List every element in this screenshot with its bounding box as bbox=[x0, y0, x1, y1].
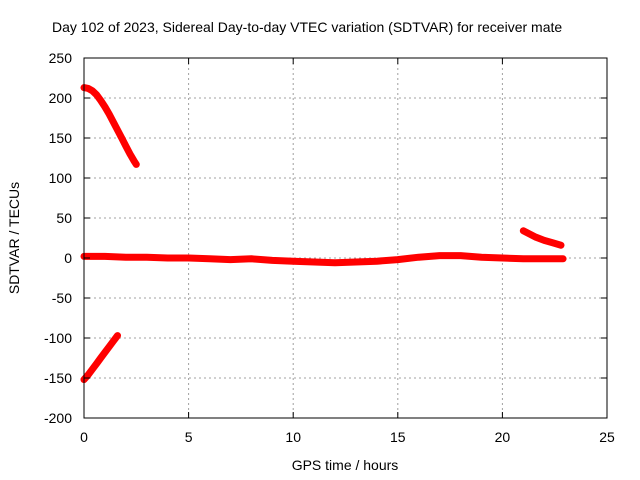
x-tick-label: 20 bbox=[495, 429, 511, 445]
y-tick-label: -150 bbox=[44, 370, 72, 386]
y-axis-title: SDTVAR / TECUs bbox=[6, 182, 22, 294]
y-tick-labels: -200 -150 -100 -50 0 50 100 150 200 250 bbox=[44, 50, 72, 426]
plot-frame bbox=[83, 57, 608, 419]
x-tick-label: 25 bbox=[599, 429, 615, 445]
grid-lines bbox=[84, 58, 607, 418]
series-late-arc bbox=[519, 227, 565, 249]
y-tick-label: -200 bbox=[44, 410, 72, 426]
y-tick-label: 200 bbox=[49, 90, 73, 106]
x-tick-label: 15 bbox=[390, 429, 406, 445]
y-tick-label: 50 bbox=[56, 210, 72, 226]
chart-title: Day 102 of 2023, Sidereal Day-to-day VTE… bbox=[52, 19, 562, 35]
y-tick-label: 0 bbox=[64, 250, 72, 266]
y-tick-label: -100 bbox=[44, 330, 72, 346]
y-tick-label: -50 bbox=[52, 290, 72, 306]
x-tick-label: 5 bbox=[185, 429, 193, 445]
y-tick-label: 100 bbox=[49, 170, 73, 186]
x-axis-title: GPS time / hours bbox=[292, 457, 399, 473]
y-tick-label: 250 bbox=[49, 50, 73, 66]
data-series bbox=[80, 84, 567, 384]
x-tick-labels: 0 5 10 15 20 25 bbox=[80, 429, 615, 445]
y-tick-label: 150 bbox=[49, 130, 73, 146]
axis-ticks bbox=[83, 57, 608, 419]
series-upper-left-arc bbox=[80, 84, 140, 168]
series-lower-left-arc bbox=[80, 332, 121, 384]
x-tick-label: 10 bbox=[285, 429, 301, 445]
x-tick-label: 0 bbox=[80, 429, 88, 445]
series-main-trace bbox=[80, 252, 567, 267]
